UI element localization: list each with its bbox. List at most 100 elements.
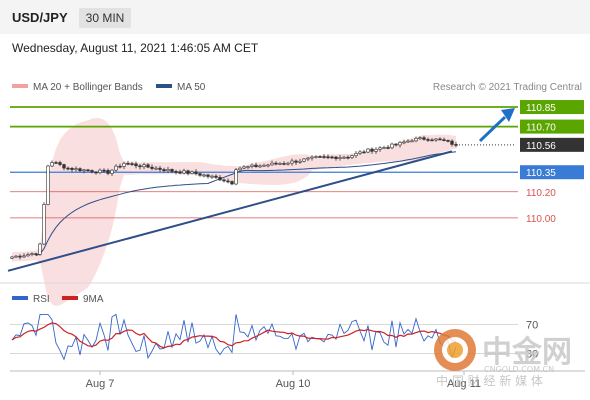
candle-body xyxy=(226,180,230,183)
candle-body xyxy=(182,170,186,174)
candle-body xyxy=(70,168,74,170)
candle-body xyxy=(14,255,18,258)
candle-body xyxy=(54,162,58,164)
candle-body xyxy=(194,171,198,174)
ma50-line xyxy=(35,151,457,256)
resistance-label-1: 110.70 xyxy=(526,123,556,134)
candle-body xyxy=(390,143,394,149)
candle-body xyxy=(86,169,90,172)
resistance-tag-0 xyxy=(520,100,584,115)
candle-body xyxy=(118,165,122,168)
support-label-5: 110.00 xyxy=(526,214,556,225)
candle-body xyxy=(94,171,98,174)
candle-body xyxy=(318,156,322,158)
candle-body xyxy=(286,162,290,165)
candle-body xyxy=(214,175,218,178)
candle-body xyxy=(130,163,134,165)
rsi-legend-label: RSI xyxy=(33,294,50,305)
candle-body xyxy=(202,174,206,177)
candle-body xyxy=(170,169,174,172)
candle-body xyxy=(358,151,362,154)
candle-body xyxy=(146,164,150,168)
timeframe-label: 30 MIN xyxy=(86,11,125,25)
candle-body xyxy=(454,144,458,146)
candle-body xyxy=(366,148,370,153)
candle-body xyxy=(278,163,282,165)
resistance-tag-1 xyxy=(520,119,584,134)
watermark-brand: 中金网 xyxy=(482,335,572,370)
ma9-legend-label: 9MA xyxy=(83,294,104,305)
candle-body xyxy=(362,151,366,154)
candle-body xyxy=(410,140,414,143)
candle-body xyxy=(322,156,326,158)
candle-body xyxy=(22,255,26,258)
candle-body xyxy=(406,140,410,143)
candle-body xyxy=(430,139,434,142)
datetime-label: Wednesday, August 11, 2021 1:46:05 AM CE… xyxy=(12,41,259,55)
candle-body xyxy=(414,138,418,142)
timeframe-button[interactable] xyxy=(79,8,131,28)
candle-body xyxy=(290,160,294,164)
candle-body xyxy=(378,147,382,150)
candle-body xyxy=(450,140,454,145)
candle-body xyxy=(314,156,318,158)
candle-body xyxy=(422,137,426,140)
candle-body xyxy=(238,167,242,171)
candle-body xyxy=(370,148,374,152)
projection-arrow-head xyxy=(501,108,515,123)
candle-body xyxy=(190,171,194,174)
candle-body xyxy=(78,168,82,172)
candle-body xyxy=(282,163,286,165)
candle-body xyxy=(302,158,306,162)
candle-body xyxy=(334,156,338,159)
candle-body xyxy=(122,163,126,167)
candle-body xyxy=(394,143,398,146)
candle-body xyxy=(30,253,34,255)
candle-body xyxy=(242,166,246,169)
candle-body xyxy=(270,162,274,166)
candle-body xyxy=(306,157,310,160)
candles xyxy=(10,135,458,260)
candle-body xyxy=(330,156,334,159)
candle-body xyxy=(38,243,42,255)
candle-body xyxy=(102,169,106,172)
candle-body xyxy=(402,141,406,144)
candle-body xyxy=(198,173,202,176)
candle-body xyxy=(442,139,446,141)
candle-body xyxy=(166,169,170,172)
candle-body xyxy=(398,142,402,146)
candle-body xyxy=(150,166,154,169)
pivot-label-3: 110.35 xyxy=(526,168,556,179)
projection-arrow-shaft xyxy=(478,115,507,143)
candle-body xyxy=(254,164,258,168)
candle-body xyxy=(50,162,54,167)
candle-body xyxy=(230,181,234,185)
candle-body xyxy=(342,156,346,159)
bollinger-legend-label: MA 20 + Bollinger Bands xyxy=(33,82,143,93)
candle-body xyxy=(382,147,386,149)
candle-body xyxy=(98,169,102,174)
candle-body xyxy=(426,139,430,141)
projection-arrow xyxy=(478,108,515,143)
candle-body xyxy=(66,167,70,170)
symbol-label: USD/JPY xyxy=(12,10,68,25)
candle-body xyxy=(438,138,442,141)
rsi-pane: 70 30 xyxy=(10,313,538,361)
support-label-4: 110.20 xyxy=(526,188,556,199)
candle-body xyxy=(18,255,22,258)
candle-body xyxy=(178,171,182,174)
trend-line xyxy=(7,150,453,272)
ma50-legend-label: MA 50 xyxy=(177,82,206,93)
pivot-tag-3 xyxy=(520,165,584,180)
candle-body xyxy=(134,163,138,167)
x-tick-label-1: Aug 10 xyxy=(276,378,311,390)
candle-body xyxy=(266,164,270,167)
candle-body xyxy=(158,167,162,170)
candle-body xyxy=(258,165,262,168)
x-axis-labels: Aug 7 Aug 10 Aug 11 xyxy=(86,371,481,390)
watermark-logo-core xyxy=(447,342,463,358)
level-tags: 110.85 110.70 110.56 110.35 110.20 110.00 xyxy=(520,100,584,225)
credit-label: Research © 2021 Trading Central xyxy=(433,82,582,93)
candle-body xyxy=(310,156,314,159)
candle-body xyxy=(42,204,46,245)
